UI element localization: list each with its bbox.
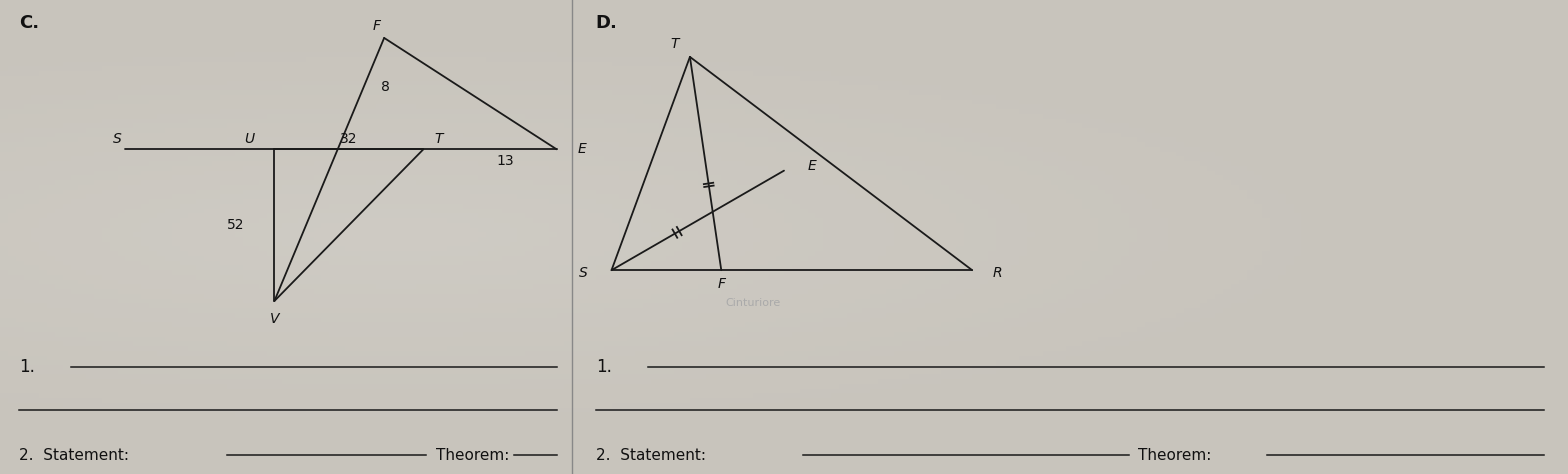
Text: 1.: 1. bbox=[19, 358, 34, 376]
Text: 32: 32 bbox=[340, 132, 358, 146]
Text: F: F bbox=[717, 277, 726, 292]
Text: T: T bbox=[670, 36, 679, 51]
Text: 1.: 1. bbox=[596, 358, 612, 376]
Text: U: U bbox=[245, 132, 254, 146]
Text: T: T bbox=[434, 132, 444, 146]
Text: C.: C. bbox=[19, 14, 39, 32]
Text: 8: 8 bbox=[381, 80, 389, 93]
Text: 2.  Statement:: 2. Statement: bbox=[19, 447, 129, 463]
Text: E: E bbox=[577, 142, 586, 156]
Text: R: R bbox=[993, 265, 1002, 280]
Text: 13: 13 bbox=[497, 154, 514, 168]
Text: D.: D. bbox=[596, 14, 618, 32]
Text: Theorem:: Theorem: bbox=[1138, 447, 1212, 463]
Text: S: S bbox=[113, 132, 122, 146]
Text: S: S bbox=[579, 265, 588, 280]
Text: E: E bbox=[808, 159, 817, 173]
Text: Cinturiore: Cinturiore bbox=[724, 298, 781, 308]
Text: F: F bbox=[372, 19, 381, 33]
Text: 52: 52 bbox=[226, 218, 245, 232]
Text: V: V bbox=[270, 312, 279, 326]
Text: 2.  Statement:: 2. Statement: bbox=[596, 447, 706, 463]
Text: Theorem:: Theorem: bbox=[436, 447, 510, 463]
